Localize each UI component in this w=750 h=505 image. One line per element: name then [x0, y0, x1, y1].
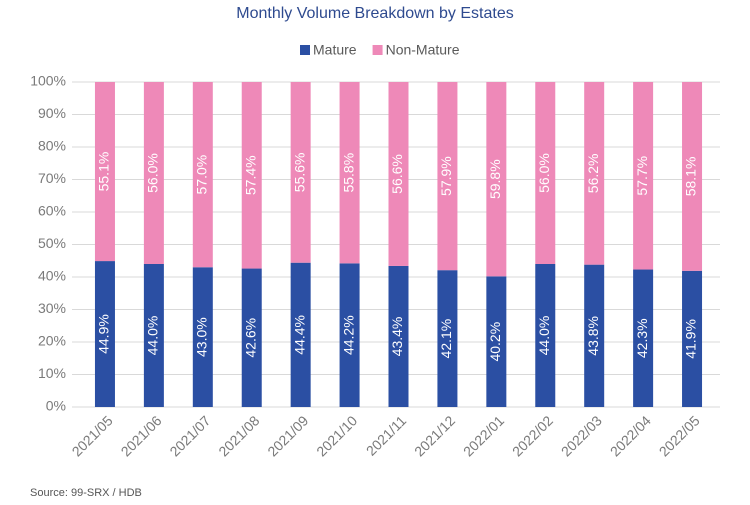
x-tick-label: 2021/08	[215, 412, 262, 459]
x-tick-label: 2022/03	[558, 412, 605, 459]
value-label: 44.0%	[536, 316, 552, 356]
value-label: 44.0%	[145, 316, 161, 356]
y-tick-label: 0%	[46, 398, 66, 414]
bar-segment	[682, 82, 703, 271]
bar-segment	[535, 264, 556, 407]
bar-segment	[290, 82, 311, 263]
value-label: 42.3%	[634, 318, 650, 358]
value-label: 56.0%	[536, 153, 552, 193]
bar-segment	[339, 82, 360, 264]
x-tick-label: 2022/05	[656, 412, 703, 459]
y-tick-label: 50%	[38, 235, 66, 251]
value-label: 44.9%	[96, 314, 112, 354]
x-tick-label: 2021/10	[313, 412, 360, 459]
bar-segment	[486, 82, 507, 277]
value-label: 40.2%	[487, 322, 503, 362]
bar-segment	[388, 82, 409, 266]
value-label: 57.9%	[438, 156, 454, 196]
legend-label: Non-Mature	[386, 42, 460, 58]
bar-segment	[535, 82, 556, 264]
bar-segment	[437, 82, 458, 271]
y-tick-label: 20%	[38, 333, 66, 349]
legend-swatch	[300, 45, 310, 55]
value-label: 43.0%	[194, 317, 210, 357]
bar-segment	[143, 82, 164, 264]
value-label: 56.6%	[389, 154, 405, 194]
bar-segment	[192, 82, 213, 268]
legend-swatch	[372, 45, 383, 55]
y-tick-label: 30%	[38, 300, 66, 316]
value-label: 55.8%	[340, 153, 356, 193]
value-label: 55.6%	[291, 152, 307, 192]
x-tick-label: 2022/01	[460, 412, 507, 459]
value-label: 58.1%	[683, 157, 699, 197]
value-label: 43.4%	[389, 317, 405, 357]
value-label: 42.6%	[242, 318, 258, 358]
value-label: 44.4%	[291, 315, 307, 355]
bar-segment	[486, 276, 507, 407]
x-tick-label: 2021/06	[118, 412, 165, 459]
x-tick-label: 2021/05	[69, 412, 116, 459]
bar-segment	[143, 264, 164, 407]
value-label: 57.4%	[242, 155, 258, 195]
x-tick-label: 2021/09	[264, 412, 311, 459]
y-tick-label: 40%	[38, 268, 66, 284]
y-tick-label: 60%	[38, 203, 66, 219]
bar-segment	[682, 270, 703, 407]
value-label: 43.8%	[585, 316, 601, 356]
bar-segment	[584, 82, 605, 265]
value-label: 57.7%	[634, 156, 650, 196]
source-note: Source: 99-SRX / HDB	[30, 487, 142, 499]
chart-title: Monthly Volume Breakdown by Estates	[236, 5, 513, 22]
value-label: 56.2%	[585, 153, 601, 193]
x-tick-label: 2022/04	[607, 412, 654, 459]
bar-segment	[388, 265, 409, 407]
y-tick-label: 100%	[30, 73, 66, 89]
value-label: 57.0%	[194, 155, 210, 195]
bar-segment	[633, 82, 654, 270]
bar-segment	[192, 267, 213, 407]
y-tick-label: 70%	[38, 170, 66, 186]
value-label: 42.1%	[438, 319, 454, 359]
x-tick-label: 2021/11	[363, 412, 410, 459]
x-tick-label: 2021/07	[166, 412, 213, 459]
value-label: 56.0%	[145, 153, 161, 193]
bar-segment	[633, 269, 654, 407]
x-tick-label: 2021/12	[411, 412, 458, 459]
bar-segment	[339, 263, 360, 407]
bar-segment	[94, 82, 115, 262]
value-label: 41.9%	[683, 319, 699, 359]
bar-segment	[584, 264, 605, 407]
bar-segment	[94, 261, 115, 407]
value-label: 59.8%	[487, 159, 503, 199]
bar-segment	[290, 262, 311, 407]
y-tick-label: 10%	[38, 365, 66, 381]
bar-segment	[241, 268, 262, 407]
y-tick-label: 90%	[38, 105, 66, 121]
bar-segment	[241, 82, 262, 269]
value-label: 44.2%	[340, 315, 356, 355]
y-tick-label: 80%	[38, 138, 66, 154]
bar-segment	[437, 270, 458, 407]
value-label: 55.1%	[96, 152, 112, 192]
legend-label: Mature	[313, 42, 357, 58]
x-tick-label: 2022/02	[509, 412, 556, 459]
